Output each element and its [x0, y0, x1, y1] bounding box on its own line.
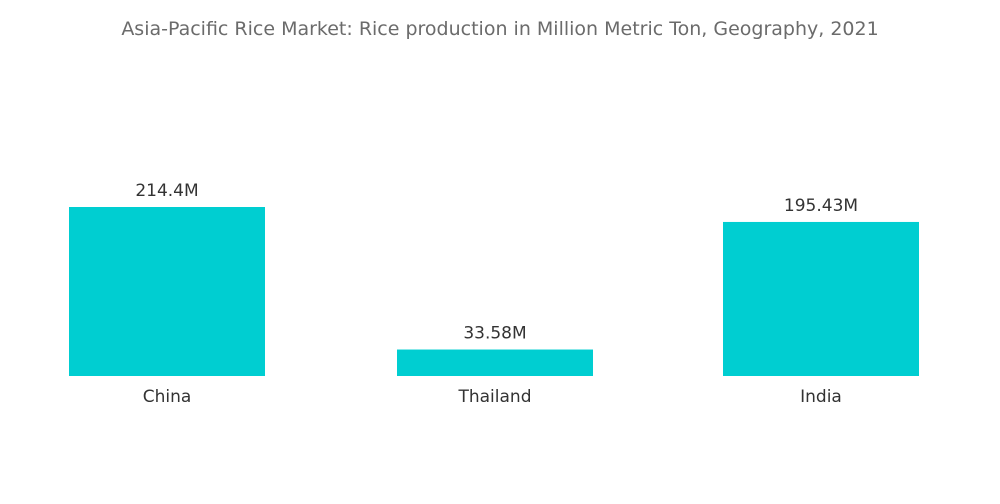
- category-label-thailand: Thailand: [457, 387, 531, 407]
- data-label-thailand: 33.58M: [463, 324, 526, 344]
- bar-china: [69, 207, 265, 376]
- data-label-india: 195.43M: [784, 196, 858, 216]
- chart-title: Asia-Pacific Rice Market: Rice productio…: [121, 18, 879, 40]
- bars-group: [69, 207, 919, 376]
- bar-india: [723, 221, 919, 376]
- bar-thailand: [397, 349, 593, 376]
- data-label-china: 214.4M: [135, 181, 198, 201]
- category-label-india: India: [800, 387, 842, 407]
- category-label-china: China: [143, 387, 192, 407]
- category-labels-group: China Thailand India: [143, 387, 842, 407]
- value-labels-group: 214.4M 33.58M 195.43M: [135, 181, 858, 344]
